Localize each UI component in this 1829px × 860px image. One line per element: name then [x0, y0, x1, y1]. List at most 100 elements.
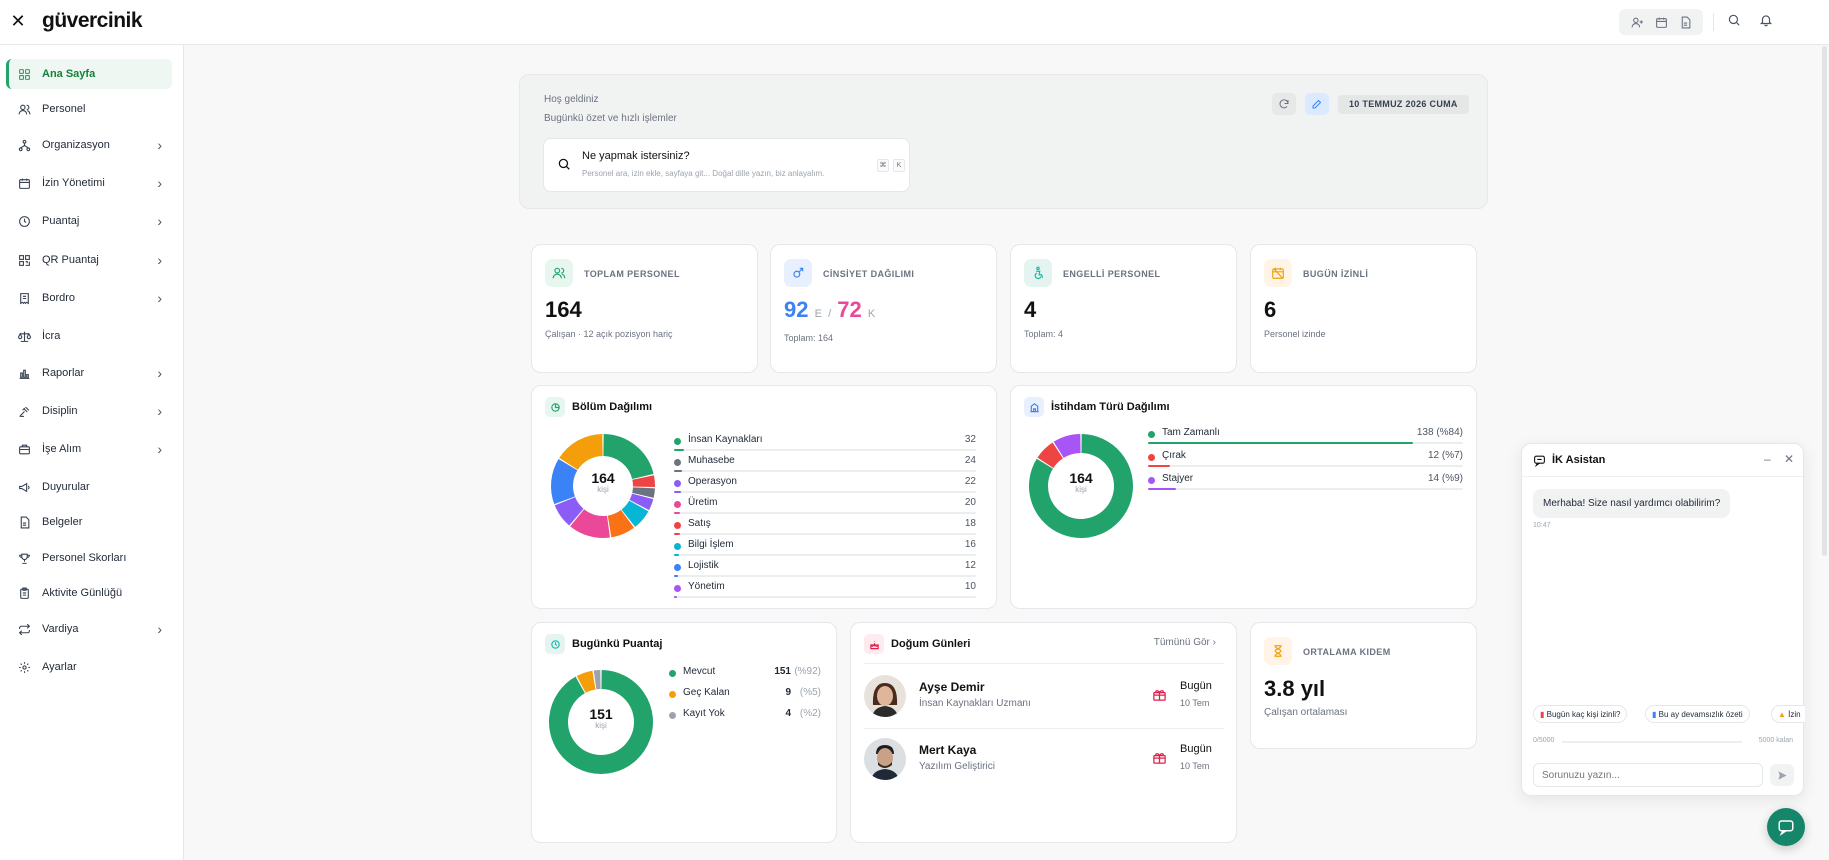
- gender-icon: [784, 259, 812, 287]
- suggestion-chip[interactable]: ▮ Bugün kaç kişi izinli?: [1533, 705, 1628, 723]
- edit-button[interactable]: [1305, 93, 1329, 115]
- legend-row[interactable]: Muhasebe 24: [674, 453, 976, 474]
- sidebar-item[interactable]: Personel Skorları: [6, 543, 172, 573]
- legend-track: [674, 575, 976, 577]
- legend-row[interactable]: Geç Kalan 9 (%5): [669, 685, 821, 706]
- sidebar-item[interactable]: Belgeler: [6, 507, 172, 537]
- close-icon[interactable]: ✕: [1784, 452, 1795, 466]
- legend-dot: [669, 670, 676, 677]
- megaphone-icon: [17, 480, 31, 494]
- calendar-icon: [17, 176, 31, 190]
- sidebar-item[interactable]: Puantaj ›: [6, 206, 172, 236]
- document-icon[interactable]: [1676, 13, 1694, 31]
- donut-slice[interactable]: [576, 670, 596, 693]
- gender-card[interactable]: CİNSİYET DAĞILIMI 92 E / 72 K Toplam: 16…: [770, 244, 997, 373]
- donut-slice[interactable]: [1037, 442, 1064, 469]
- donut-slice[interactable]: [621, 500, 649, 527]
- donut-slice[interactable]: [632, 487, 655, 498]
- legend-dot: [674, 480, 681, 487]
- sidebar-item[interactable]: Ayarlar: [6, 652, 172, 682]
- disabled-personnel-card[interactable]: ENGELLİ PERSONEL 4 Toplam: 4: [1010, 244, 1237, 373]
- bell-icon[interactable]: [1759, 13, 1773, 32]
- send-icon: [1777, 770, 1787, 780]
- calendar-icon[interactable]: [1652, 13, 1670, 31]
- donut-slice[interactable]: [549, 670, 653, 774]
- refresh-button[interactable]: [1272, 93, 1296, 115]
- users-icon: [545, 259, 573, 287]
- app-logo[interactable]: güvercinik: [42, 9, 143, 32]
- legend-row[interactable]: Stajyer 14 (%9): [1148, 471, 1463, 492]
- view-all-link[interactable]: Tümünü Gör ›: [1154, 637, 1216, 648]
- assistant-message: Merhaba! Size nasıl yardımcı olabilirim?: [1533, 489, 1731, 518]
- suggestion-chip[interactable]: ▮ Bu ay devamsızlık özeti: [1645, 705, 1750, 723]
- donut-slice[interactable]: [602, 434, 654, 480]
- total-personnel-card[interactable]: TOPLAM PERSONEL 164 Çalışan · 12 açık po…: [531, 244, 758, 373]
- donut-slice[interactable]: [559, 434, 604, 471]
- legend-row[interactable]: Operasyon 22: [674, 474, 976, 495]
- sidebar-item[interactable]: İşe Alım ›: [6, 434, 172, 464]
- birthday-row[interactable]: Mert Kaya Yazılım Geliştirici Bugün 10 T…: [864, 728, 1212, 790]
- sidebar: Ana Sayfa Personel Organizasyon › İzin Yönet…: [0, 45, 184, 860]
- date-badge: 10 TEMMUZ 2026 CUMA: [1338, 95, 1469, 114]
- divider: [1713, 13, 1714, 31]
- birthday-row[interactable]: Ayşe Demir İnsan Kaynakları Uzmanı Bugün…: [864, 665, 1212, 727]
- stat-sub: Personel izinde: [1264, 329, 1326, 339]
- donut-slice[interactable]: [1029, 434, 1133, 538]
- close-icon[interactable]: ✕: [10, 11, 26, 31]
- sidebar-item[interactable]: Personel: [6, 94, 172, 124]
- donut-slice[interactable]: [607, 509, 635, 538]
- legend-row[interactable]: Üretim 20: [674, 495, 976, 516]
- on-leave-card[interactable]: BUGÜN İZİNLİ 6 Personel izinde: [1250, 244, 1477, 373]
- sidebar-item-label: Vardiya: [42, 623, 79, 635]
- legend-value: 20: [964, 497, 976, 508]
- legend-dot: [674, 564, 681, 571]
- legend-row[interactable]: Tam Zamanlı 138 (%84): [1148, 425, 1463, 446]
- sidebar-item[interactable]: Vardiya ›: [6, 614, 172, 644]
- sidebar-item[interactable]: Bordro ›: [6, 283, 172, 313]
- sidebar-item-label: Aktivite Günlüğü: [42, 587, 123, 599]
- suggestion-chip[interactable]: ▲ İzin: [1771, 705, 1805, 723]
- legend-value: 138 (%84): [1416, 427, 1463, 438]
- legend-row[interactable]: Yönetim 10: [674, 579, 976, 600]
- assistant-input[interactable]: [1533, 763, 1763, 787]
- minimize-icon[interactable]: –: [1764, 452, 1771, 466]
- send-button[interactable]: [1770, 764, 1794, 786]
- command-search[interactable]: Ne yapmak istersiniz? Personel ara, izin…: [543, 138, 910, 192]
- legend-row[interactable]: Bilgi İşlem 16: [674, 537, 976, 558]
- donut-slice[interactable]: [632, 475, 655, 487]
- chat-fab-button[interactable]: [1767, 808, 1805, 846]
- sidebar-item[interactable]: QR Puantaj ›: [6, 245, 172, 275]
- user-add-icon[interactable]: [1628, 13, 1646, 31]
- donut-slice[interactable]: [554, 496, 584, 526]
- stat-value: 164: [545, 297, 582, 322]
- legend-row[interactable]: İnsan Kaynakları 32: [674, 432, 976, 453]
- legend-row[interactable]: Lojistik 12: [674, 558, 976, 579]
- donut-slice[interactable]: [629, 493, 654, 511]
- kbd-key: ⌘: [877, 159, 889, 172]
- sidebar-item[interactable]: İcra: [6, 321, 172, 351]
- cake-icon: [864, 634, 884, 654]
- sidebar-item[interactable]: Ana Sayfa: [6, 59, 172, 89]
- sidebar-item[interactable]: İzin Yönetimi ›: [6, 168, 172, 198]
- sidebar-item[interactable]: Disiplin ›: [6, 396, 172, 426]
- donut-slice[interactable]: [551, 459, 578, 505]
- legend-row[interactable]: Mevcut 151 (%92): [669, 664, 821, 685]
- scrollbar[interactable]: [1822, 46, 1827, 556]
- donut-center: 164 kişi: [1051, 471, 1111, 494]
- search-icon[interactable]: [1727, 13, 1741, 32]
- average-tenure-card[interactable]: ORTALAMA KIDEM 3.8 yıl Çalışan ortalamas…: [1250, 622, 1477, 749]
- donut-total: 164: [1069, 470, 1093, 486]
- donut-slice[interactable]: [570, 508, 610, 538]
- legend-track: [674, 512, 976, 514]
- legend-dot: [674, 459, 681, 466]
- legend-row[interactable]: Çırak 12 (%7): [1148, 448, 1463, 469]
- sidebar-item[interactable]: Aktivite Günlüğü: [6, 578, 172, 608]
- legend-row[interactable]: Satış 18: [674, 516, 976, 537]
- person-role: İnsan Kaynakları Uzmanı: [919, 698, 1031, 709]
- sidebar-item[interactable]: Duyurular: [6, 472, 172, 502]
- male-unit: E: [814, 308, 822, 320]
- legend-row[interactable]: Kayıt Yok 4 (%2): [669, 706, 821, 727]
- sidebar-item[interactable]: Organizasyon ›: [6, 130, 172, 160]
- sidebar-item[interactable]: Raporlar ›: [6, 358, 172, 388]
- donut-slice[interactable]: [1053, 434, 1082, 459]
